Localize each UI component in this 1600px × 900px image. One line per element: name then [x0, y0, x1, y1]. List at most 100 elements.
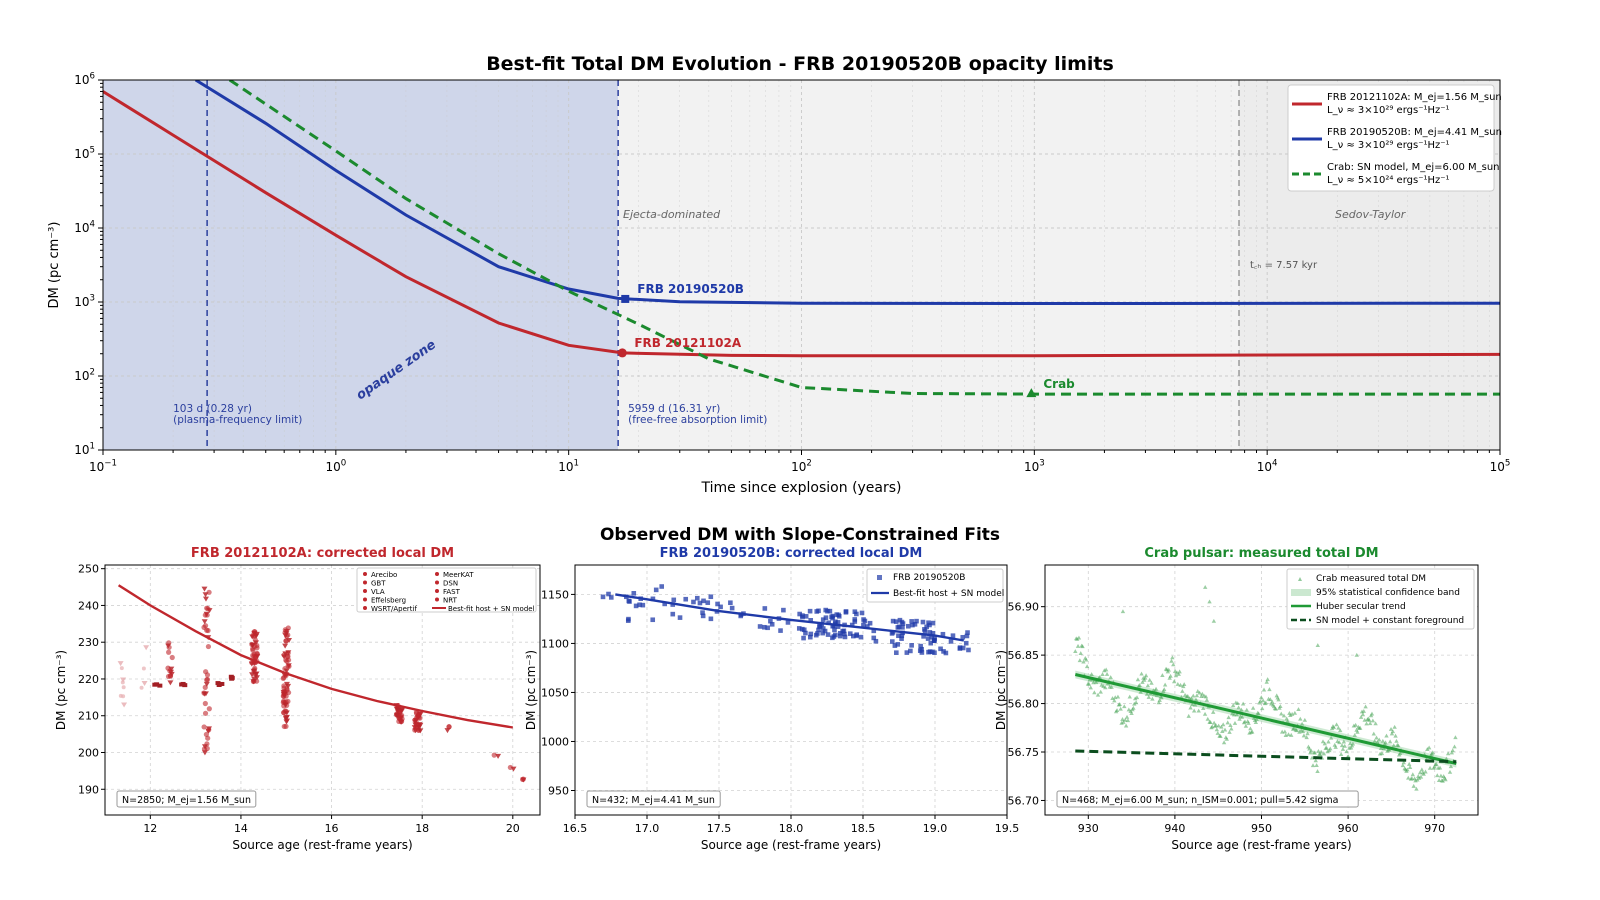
legend-swatch	[435, 580, 439, 585]
data-point	[1192, 702, 1198, 707]
data-point	[1117, 702, 1122, 706]
sn-model-line	[1075, 749, 1457, 764]
data-point	[201, 746, 208, 752]
data-point	[1449, 750, 1455, 755]
data-point	[892, 643, 898, 648]
plot-frame	[104, 564, 541, 816]
data-point	[1267, 687, 1272, 692]
data-point	[283, 714, 290, 720]
data-point	[932, 638, 937, 643]
data-point	[1190, 702, 1195, 707]
data-point	[832, 627, 837, 633]
data-point	[1073, 649, 1078, 653]
data-point	[1453, 735, 1458, 740]
data-point	[820, 626, 826, 631]
data-point	[415, 712, 421, 719]
y-tick-label: 950	[548, 784, 569, 797]
data-point	[708, 594, 714, 600]
data-point	[120, 680, 125, 685]
data-point	[831, 623, 837, 629]
data-point	[285, 625, 291, 631]
data-point	[179, 682, 185, 687]
data-point	[965, 630, 970, 635]
data-point	[201, 586, 208, 592]
data-point	[852, 619, 858, 624]
y-axis-label: DM (pc cm⁻³)	[47, 222, 62, 309]
data-point	[394, 707, 401, 713]
data-point	[650, 596, 656, 602]
data-point	[849, 622, 855, 628]
data-point	[1348, 745, 1354, 750]
data-point	[909, 643, 914, 648]
data-point	[251, 631, 257, 637]
data-point	[797, 611, 802, 617]
info-box	[116, 790, 257, 808]
data-point	[820, 617, 826, 622]
legend-swatch	[363, 572, 367, 576]
data-point	[1181, 684, 1186, 689]
data-point	[697, 600, 703, 606]
x-tick-label: 17.0	[635, 822, 660, 835]
data-point	[1292, 710, 1298, 715]
data-point	[1224, 736, 1230, 741]
data-point	[823, 615, 829, 620]
data-point	[1097, 675, 1103, 679]
data-point	[1157, 697, 1162, 702]
data-point	[1315, 643, 1320, 648]
data-point	[835, 624, 841, 629]
data-point	[254, 678, 260, 684]
data-point	[1147, 677, 1152, 682]
data-point	[1135, 677, 1141, 682]
data-point	[1434, 762, 1439, 766]
legend-sublabel: L_ν ≈ 5×10²⁴ ergs⁻¹Hz⁻¹	[1327, 175, 1450, 186]
data-point	[1304, 735, 1309, 740]
data-point	[1120, 717, 1125, 721]
ejecta-label: Ejecta-dominated	[623, 208, 721, 221]
data-point	[1301, 733, 1307, 738]
data-point	[600, 594, 606, 600]
data-point	[1286, 732, 1291, 737]
data-point	[1246, 720, 1251, 725]
data-point	[1230, 703, 1236, 708]
panel-title: FRB 20190520B: corrected local DM	[660, 546, 923, 561]
data-point	[1127, 694, 1132, 699]
region-opaque	[103, 80, 619, 450]
data-point	[1256, 711, 1261, 716]
data-point	[948, 639, 954, 644]
x-tick-label: 18.0	[779, 822, 804, 835]
data-point	[1220, 722, 1226, 727]
data-point	[141, 681, 148, 687]
data-point	[861, 617, 866, 622]
data-point	[1260, 706, 1265, 711]
data-point	[854, 611, 859, 617]
data-point	[1103, 667, 1109, 672]
data-point	[1339, 743, 1345, 748]
top-panel: 103 d (0.28 yr)(plasma-frequency limit) 5…	[47, 72, 1510, 496]
y-tick-label: 104	[74, 220, 95, 235]
data-point	[1315, 769, 1320, 773]
data-point	[920, 619, 926, 625]
legend-swatch	[363, 597, 367, 602]
data-point	[671, 597, 677, 603]
data-point	[1383, 740, 1388, 745]
data-point	[1138, 689, 1143, 694]
data-point	[899, 619, 905, 625]
x-tick-label: 970	[1424, 822, 1445, 835]
data-point	[1436, 778, 1442, 783]
data-point	[847, 631, 853, 636]
data-point	[930, 630, 936, 636]
data-point	[201, 750, 208, 756]
data-point	[1112, 698, 1117, 703]
data-point	[1123, 723, 1129, 728]
data-point	[1367, 718, 1372, 722]
data-point	[833, 632, 838, 638]
data-point	[1450, 748, 1455, 753]
data-point	[871, 635, 877, 641]
data-point	[1264, 679, 1269, 684]
data-point	[1329, 726, 1335, 731]
data-point	[1169, 658, 1174, 663]
data-point	[926, 620, 931, 626]
data-point	[1357, 725, 1363, 730]
legend-sublabel: L_ν ≈ 3×10²⁹ ergs⁻¹Hz⁻¹	[1327, 105, 1450, 116]
data-point	[202, 592, 209, 598]
